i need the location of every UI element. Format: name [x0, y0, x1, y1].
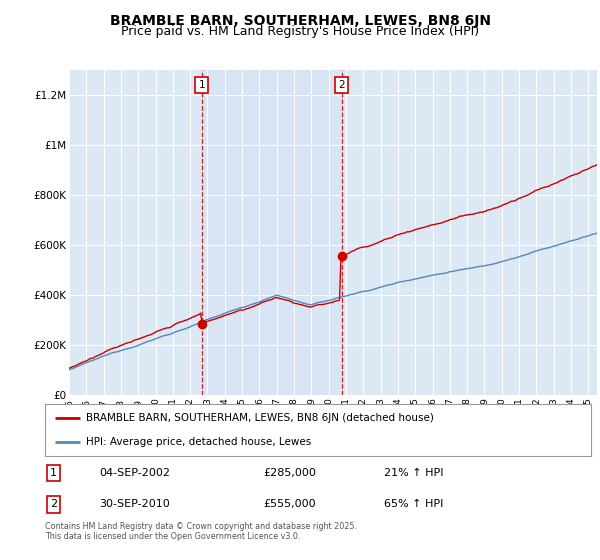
Text: £555,000: £555,000 [263, 500, 316, 510]
Text: 04-SEP-2002: 04-SEP-2002 [100, 468, 170, 478]
Text: BRAMBLE BARN, SOUTHERHAM, LEWES, BN8 6JN (detached house): BRAMBLE BARN, SOUTHERHAM, LEWES, BN8 6JN… [86, 413, 434, 423]
Text: Price paid vs. HM Land Registry's House Price Index (HPI): Price paid vs. HM Land Registry's House … [121, 25, 479, 38]
Text: 21% ↑ HPI: 21% ↑ HPI [383, 468, 443, 478]
Text: 1: 1 [199, 80, 205, 90]
Text: BRAMBLE BARN, SOUTHERHAM, LEWES, BN8 6JN: BRAMBLE BARN, SOUTHERHAM, LEWES, BN8 6JN [110, 14, 491, 28]
Text: Contains HM Land Registry data © Crown copyright and database right 2025.
This d: Contains HM Land Registry data © Crown c… [45, 522, 357, 542]
Text: £285,000: £285,000 [263, 468, 316, 478]
Text: 2: 2 [50, 500, 57, 510]
Text: 1: 1 [50, 468, 56, 478]
Text: HPI: Average price, detached house, Lewes: HPI: Average price, detached house, Lewe… [86, 437, 311, 447]
Text: 30-SEP-2010: 30-SEP-2010 [100, 500, 170, 510]
Text: 2: 2 [338, 80, 345, 90]
Text: 65% ↑ HPI: 65% ↑ HPI [383, 500, 443, 510]
Bar [202, 70, 341, 395]
